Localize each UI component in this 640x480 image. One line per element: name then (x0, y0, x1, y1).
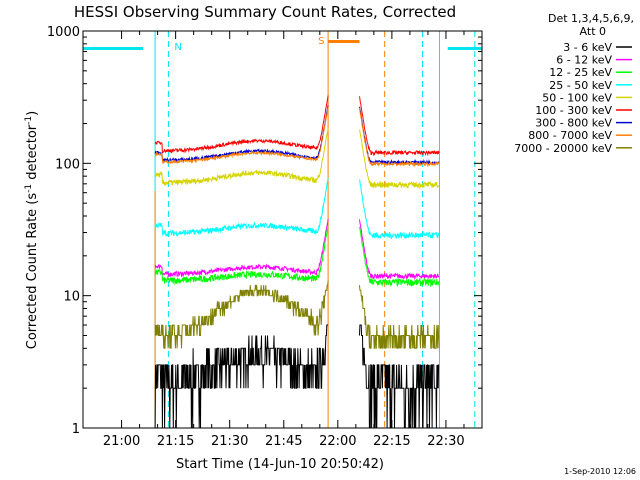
y-tick-label: 10 (63, 290, 80, 305)
series-6 (154, 105, 440, 166)
y-label-sup-2: -1 (24, 116, 34, 125)
x-tick-label: 21:30 (211, 434, 248, 449)
x-axis: 21:00 21:15 21:30 21:45 22:00 22:15 22:30 (103, 31, 483, 449)
series-line (154, 177, 329, 237)
series-line (154, 127, 329, 186)
series-2 (154, 226, 440, 288)
series-line (359, 324, 440, 429)
series-5 (154, 95, 440, 157)
x-tick-label: 21:15 (157, 434, 194, 449)
legend-header-line-2: Att 0 (580, 25, 606, 38)
y-label-part-3: ) (25, 111, 40, 116)
series-4 (154, 127, 440, 190)
series-line (154, 280, 329, 349)
legend-label: 7000 - 20000 keV (514, 142, 612, 155)
y-tick-label: 1 (72, 422, 80, 437)
night-marker-s: S (318, 36, 324, 47)
legend-label: 6 - 12 keV (556, 54, 612, 67)
y-label-part-1: Corrected Count Rate (s (25, 193, 40, 350)
series-line (359, 219, 440, 281)
series-line (359, 179, 440, 240)
series-line (359, 129, 440, 190)
series-line (359, 96, 440, 157)
x-axis-label: Start Time (14-Jun-10 20:50:42) (176, 457, 384, 472)
series-line (154, 324, 329, 429)
saa-bar (83, 47, 144, 50)
plot-area: SN (83, 31, 482, 429)
legend-label: 12 - 25 keV (549, 66, 612, 79)
saa-bar (447, 47, 482, 50)
series-line (154, 95, 329, 154)
y-tick-label: 100 (55, 157, 80, 172)
legend-label: 300 - 800 keV (535, 117, 612, 130)
legend-label: 800 - 7000 keV (528, 129, 612, 142)
series-8 (154, 280, 440, 349)
legend-label: 3 - 6 keV (563, 41, 612, 54)
series-1 (154, 219, 440, 281)
plot-frame (82, 30, 483, 429)
footer-timestamp: 1-Sep-2010 12:06 (564, 467, 636, 476)
legend-header-line-1: Det 1,3,4,5,6,9, (548, 12, 634, 25)
series-3 (154, 177, 440, 240)
legend-label: 50 - 100 keV (542, 91, 612, 104)
y-label-sup-1: -1 (24, 184, 34, 193)
y-axis: 1 10 100 1000 (47, 25, 482, 437)
series-line (154, 106, 329, 165)
y-tick-label: 1000 (47, 25, 80, 40)
chart-title: HESSI Observing Summary Count Rates, Cor… (74, 3, 456, 21)
series-line (154, 219, 329, 278)
x-tick-label: 22:00 (319, 434, 356, 449)
series-line (359, 107, 440, 168)
series-0 (154, 324, 440, 429)
legend-label: 25 - 50 keV (549, 79, 612, 92)
series-line (359, 106, 440, 166)
series-7 (154, 106, 440, 168)
y-axis-label: Corrected Count Rate (s-1 detector-1) (24, 111, 40, 349)
series-line (359, 285, 440, 349)
x-tick-label: 21:00 (103, 434, 140, 449)
legend-label: 100 - 300 keV (535, 104, 612, 117)
series-line (154, 226, 329, 286)
x-tick-label: 22:30 (427, 434, 464, 449)
x-tick-label: 22:15 (373, 434, 410, 449)
x-tick-label: 21:45 (265, 434, 302, 449)
y-label-part-2: detector (25, 124, 40, 184)
series-line (359, 226, 440, 288)
night-bar (328, 40, 360, 43)
saa-marker-n: N (174, 42, 181, 53)
